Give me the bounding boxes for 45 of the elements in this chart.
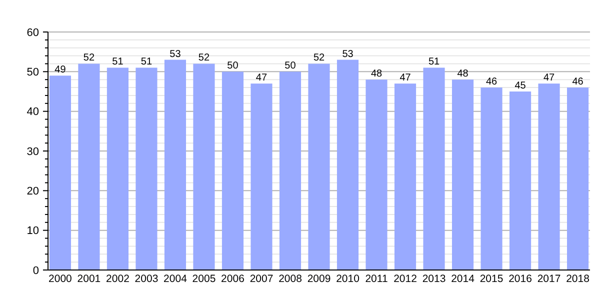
data-label: 52 xyxy=(83,52,95,64)
x-tick-label: 2014 xyxy=(451,273,475,285)
y-tick-label: 30 xyxy=(26,146,39,158)
data-label: 50 xyxy=(227,60,239,72)
data-label: 47 xyxy=(256,72,268,84)
data-label: 50 xyxy=(284,60,296,72)
data-label: 51 xyxy=(428,56,440,68)
x-tick-label: 2003 xyxy=(134,273,158,285)
y-tick-label: 40 xyxy=(26,106,39,118)
x-tick-label: 2006 xyxy=(221,273,245,285)
data-label: 53 xyxy=(342,48,354,60)
data-label: 51 xyxy=(112,56,124,68)
x-tick-label: 2011 xyxy=(365,273,388,285)
data-label: 47 xyxy=(400,72,412,84)
data-label: 46 xyxy=(486,76,498,88)
y-tick-label: 50 xyxy=(26,66,39,79)
data-label: 51 xyxy=(140,56,152,68)
data-label: 52 xyxy=(313,52,325,64)
data-label: 47 xyxy=(543,72,556,84)
data-label: 49 xyxy=(54,64,66,76)
x-tick-label: 2004 xyxy=(164,273,188,285)
y-tick-label: 20 xyxy=(26,186,39,198)
data-label: 45 xyxy=(514,80,526,92)
data-label: 48 xyxy=(457,68,469,80)
x-tick-label: 2001 xyxy=(77,273,101,285)
x-tick-label: 2000 xyxy=(48,273,72,285)
y-tick-label: 60 xyxy=(26,26,39,39)
data-label: 46 xyxy=(572,76,584,88)
x-tick-label: 2002 xyxy=(106,273,130,285)
x-tick-label: 2017 xyxy=(537,273,561,285)
x-tick-label: 2018 xyxy=(566,273,590,285)
x-tick-label: 2012 xyxy=(394,273,418,285)
x-tick-label: 2007 xyxy=(250,273,274,285)
data-label: 52 xyxy=(198,52,210,64)
x-tick-label: 2005 xyxy=(192,273,216,285)
data-label: 48 xyxy=(370,68,383,80)
x-tick-label: 2009 xyxy=(307,273,331,285)
x-tick-label: 2008 xyxy=(278,273,302,285)
x-tick-label: 2016 xyxy=(508,273,532,285)
x-tick-label: 2015 xyxy=(480,273,504,285)
data-label: 53 xyxy=(170,48,182,60)
y-tick-label: 0 xyxy=(32,264,39,277)
y-tick-label: 10 xyxy=(26,225,39,238)
x-tick-label: 2013 xyxy=(422,273,446,285)
x-tick-label: 2010 xyxy=(336,273,360,285)
